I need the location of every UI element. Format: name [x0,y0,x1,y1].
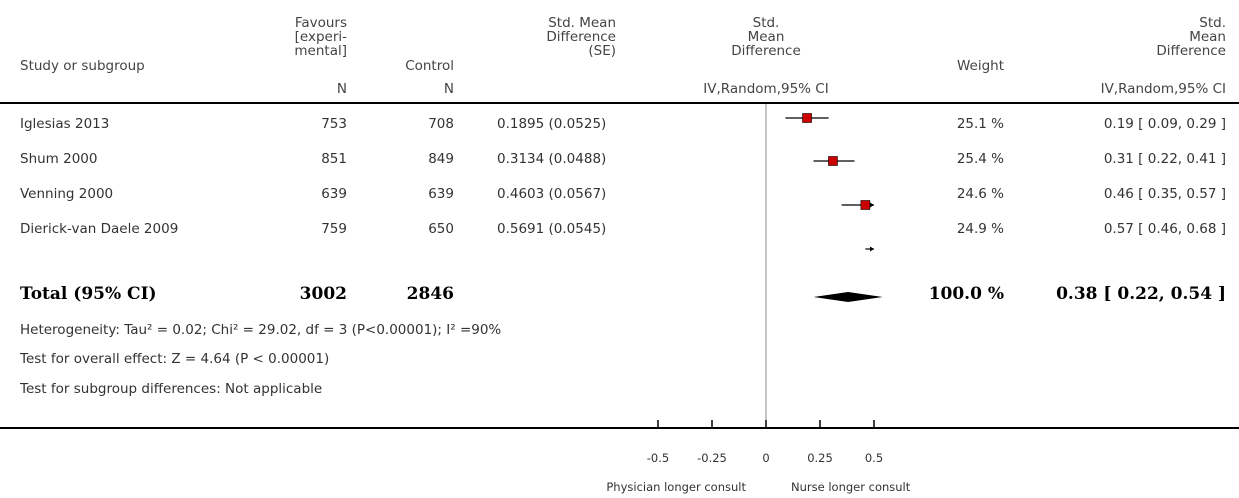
study-control-n: 639 [428,186,454,202]
study-column-header: Study or subgroup [20,58,145,74]
study-experimental-n: 759 [321,221,347,237]
experimental-column-header: Favours [experi- mental] [294,15,347,59]
study-name: Shum 2000 [20,151,98,167]
x-tick-label: 0.25 [807,451,833,465]
overall-effect-note: Test for overall effect: Z = 4.64 (P < 0… [20,351,330,367]
subgroup-note: Test for subgroup differences: Not appli… [20,381,323,397]
study-point-marker [860,200,871,210]
study-point-marker [802,113,812,123]
study-experimental-n: 753 [321,116,347,132]
study-control-n: 650 [428,221,454,237]
study-weight: 25.4 % [956,151,1004,167]
study-name: Dierick-van Daele 2009 [20,221,179,237]
study-point-marker [828,156,838,166]
x-tick-label: -0.25 [697,451,727,465]
total-experimental-n: 3002 [299,284,347,304]
experimental-n-header: N [336,81,347,97]
study-ci-text: 0.46 [ 0.35, 0.57 ] [1103,186,1226,202]
smd-ci-column-header: Std. Mean Difference [1156,15,1226,59]
study-smd-se: 0.4603 (0.0567) [497,186,607,202]
study-control-n: 708 [428,116,454,132]
study-ci-text: 0.31 [ 0.22, 0.41 ] [1103,151,1226,167]
study-ci-arrow [870,246,874,252]
header-rule [0,102,1239,104]
total-ci-text: 0.38 [ 0.22, 0.54 ] [1056,284,1226,304]
pooled-diamond [813,292,883,302]
study-name: Iglesias 2013 [20,116,110,132]
total-label: Total (95% CI) [20,284,157,304]
axis-left-label: Physician longer consult [606,480,746,494]
x-tick-label: 0 [762,451,769,465]
plot-method-header: IV,Random,95% CI [703,81,829,97]
study-experimental-n: 639 [321,186,347,202]
heterogeneity-note: Heterogeneity: Tau² = 0.02; Chi² = 29.02… [20,322,502,338]
study-experimental-n: 851 [321,151,347,167]
control-n-header: N [443,81,454,97]
smd-plot-column-header: Std. Mean Difference [731,15,801,59]
x-tick-label: 0.5 [865,451,883,465]
axis-right-label: Nurse longer consult [791,480,911,494]
smd-se-column-header: Std. Mean Difference (SE) [546,15,616,59]
study-weight: 25.1 % [956,116,1004,132]
study-ci-text: 0.57 [ 0.46, 0.68 ] [1103,221,1226,237]
study-weight: 24.9 % [956,221,1004,237]
ci-method-header: IV,Random,95% CI [1100,81,1226,97]
total-control-n: 2846 [406,284,454,304]
control-column-header: Control [405,58,454,74]
footer-rule [0,427,1239,429]
study-smd-se: 0.3134 (0.0488) [497,151,607,167]
study-control-n: 849 [428,151,454,167]
x-tick-label: -0.5 [647,451,669,465]
study-name: Venning 2000 [20,186,114,202]
study-weight: 24.6 % [956,186,1004,202]
study-ci-arrow [870,202,874,208]
total-weight: 100.0 % [928,284,1004,304]
weight-column-header: Weight [956,58,1004,74]
study-smd-se: 0.1895 (0.0525) [497,116,607,132]
study-ci-text: 0.19 [ 0.09, 0.29 ] [1103,116,1226,132]
study-smd-se: 0.5691 (0.0545) [497,221,607,237]
